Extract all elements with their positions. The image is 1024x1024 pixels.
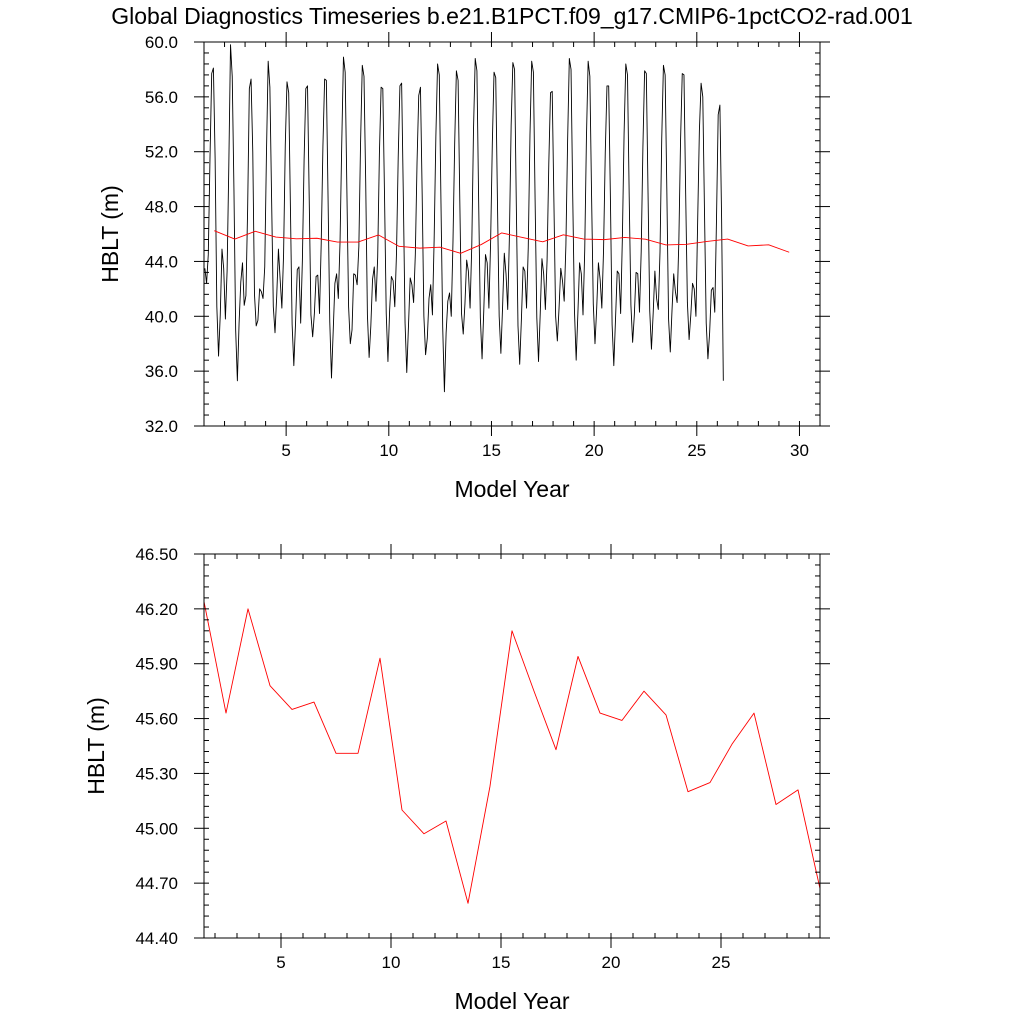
- x-tick-label: 10: [382, 953, 401, 972]
- panel-top: 5 10 15 20 25 30 32.0 36.0 40.0 44.0 48.0 52.0 56.0 6…: [97, 32, 830, 502]
- x-tick-label: 5: [281, 441, 290, 460]
- y-axis-label: HBLT (m): [97, 185, 123, 283]
- y-tick-label: 40.0: [145, 307, 178, 326]
- chart-title: Global Diagnostics Timeseries b.e21.B1PC…: [111, 3, 913, 29]
- x-tick-label: 15: [482, 441, 501, 460]
- series-line-annual: [203, 601, 821, 904]
- y-tick-label: 46.50: [135, 545, 178, 564]
- x-axis-label: Model Year: [454, 988, 569, 1014]
- x-axis-label: Model Year: [454, 476, 569, 502]
- x-tick-label: 20: [602, 953, 621, 972]
- x-tick-label: 15: [492, 953, 511, 972]
- x-tick-label: 30: [790, 441, 809, 460]
- x-tick-label: 20: [585, 441, 604, 460]
- y-tick-label: 56.0: [145, 88, 178, 107]
- plot-frame: [203, 553, 821, 939]
- y-tick-label: 46.20: [135, 600, 178, 619]
- y-tick-label: 32.0: [145, 417, 178, 436]
- x-tick-label: 5: [276, 953, 285, 972]
- y-tick-label: 44.40: [135, 929, 178, 948]
- y-tick-label: 44.70: [135, 874, 178, 893]
- series-line-monthly: [204, 44, 724, 393]
- y-tick-label: 45.90: [135, 655, 178, 674]
- y-tick-label: 44.0: [145, 252, 178, 271]
- x-tick-label: 25: [687, 441, 706, 460]
- panel-bottom: 5 10 15 20 25 44.40 44.70 45.00 45.30 45.60 45.90 4…: [83, 544, 830, 1014]
- y-tick-label: 52.0: [145, 143, 178, 162]
- y-tick-label: 45.30: [135, 764, 178, 783]
- y-axis-label: HBLT (m): [83, 697, 109, 795]
- x-tick-label: 25: [712, 953, 731, 972]
- y-tick-label: 45.00: [135, 819, 178, 838]
- y-tick-label: 36.0: [145, 362, 178, 381]
- y-tick-label: 45.60: [135, 710, 178, 729]
- x-tick-label: 10: [379, 441, 398, 460]
- y-tick-label: 60.0: [145, 33, 178, 52]
- y-tick-label: 48.0: [145, 198, 178, 217]
- series-line-annual: [214, 230, 790, 254]
